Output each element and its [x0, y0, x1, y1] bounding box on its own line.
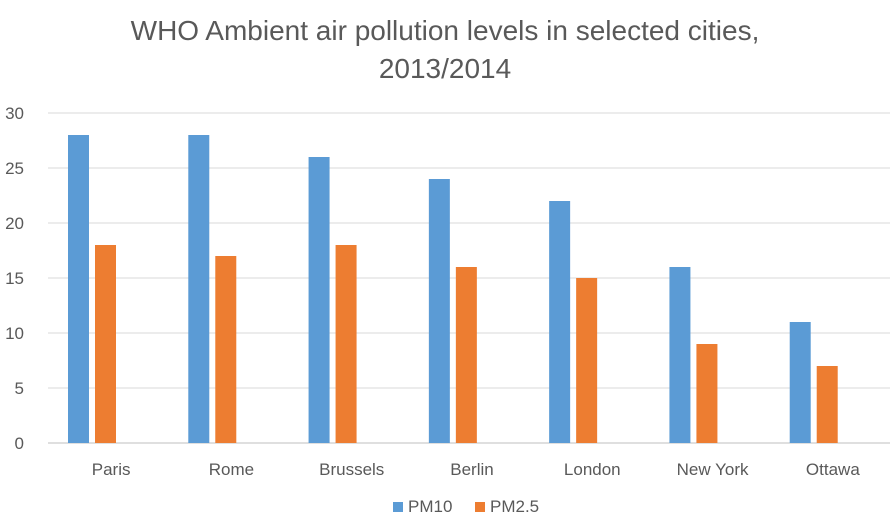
x-tick-label: Brussels — [319, 460, 384, 479]
chart-title-line1: WHO Ambient air pollution levels in sele… — [130, 15, 760, 46]
legend-label: PM2.5 — [490, 497, 539, 516]
bar-pm10-rome — [188, 135, 210, 443]
chart-title: WHO Ambient air pollution levels in sele… — [0, 12, 890, 88]
y-tick-label: 5 — [15, 379, 24, 398]
bar-pm10-ottawa — [789, 322, 811, 443]
bar-pm25-ottawa — [816, 366, 838, 443]
bar-pm25-paris — [95, 245, 116, 443]
x-tick-label: Paris — [92, 460, 131, 479]
legend-swatch — [393, 502, 403, 512]
bar-pm25-new-york — [696, 344, 718, 443]
x-tick-label: Rome — [209, 460, 254, 479]
y-tick-label: 30 — [5, 104, 24, 123]
bar-pm10-new-york — [669, 267, 691, 443]
bar-pm10-london — [549, 201, 571, 443]
bar-pm10-berlin — [428, 179, 450, 443]
x-tick-label: London — [564, 460, 621, 479]
bar-pm10-paris — [68, 135, 89, 443]
y-tick-label: 10 — [5, 324, 24, 343]
y-tick-label: 0 — [15, 434, 24, 453]
x-tick-label: Berlin — [450, 460, 493, 479]
y-tick-label: 15 — [5, 269, 24, 288]
bar-pm10-brussels — [308, 157, 330, 443]
y-tick-label: 20 — [5, 214, 24, 233]
bar-pm25-rome — [215, 256, 237, 443]
x-tick-label: New York — [677, 460, 749, 479]
bar-pm25-london — [576, 278, 598, 443]
y-tick-label: 25 — [5, 159, 24, 178]
bar-pm25-berlin — [455, 267, 477, 443]
x-tick-label: Ottawa — [806, 460, 860, 479]
legend-label: PM10 — [408, 497, 452, 516]
chart-title-line2: 2013/2014 — [378, 53, 512, 84]
legend-swatch — [475, 502, 485, 512]
bar-pm25-brussels — [335, 245, 357, 443]
